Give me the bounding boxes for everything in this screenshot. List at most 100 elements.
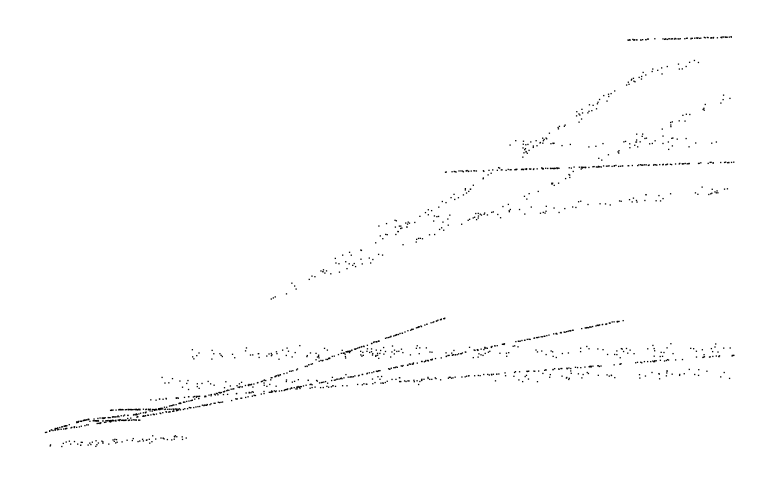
data-point — [572, 206, 574, 208]
data-point — [508, 352, 510, 354]
data-point — [464, 188, 467, 190]
data-point — [109, 409, 112, 412]
data-point — [168, 382, 170, 384]
data-point — [352, 264, 354, 267]
data-point — [416, 380, 418, 382]
data-point — [183, 401, 185, 403]
data-point — [478, 353, 480, 355]
data-point — [569, 176, 571, 179]
data-point — [139, 408, 141, 410]
data-point — [121, 408, 123, 411]
data-point — [449, 376, 451, 378]
data-point — [473, 349, 475, 351]
data-point — [348, 263, 350, 265]
data-point — [618, 150, 620, 152]
data-point — [518, 371, 521, 373]
data-point — [117, 415, 119, 417]
data-point — [236, 385, 238, 387]
data-point — [682, 114, 684, 117]
data-point — [431, 351, 433, 353]
data-point — [569, 143, 571, 146]
data-point — [499, 217, 502, 219]
data-point — [558, 167, 560, 169]
data-point — [530, 168, 532, 170]
data-point — [556, 167, 558, 170]
data-point — [208, 394, 210, 396]
data-point — [175, 404, 177, 406]
data-point — [666, 38, 668, 41]
data-point — [145, 439, 148, 441]
data-point — [293, 386, 295, 389]
data-point — [113, 416, 115, 418]
data-point — [400, 348, 403, 350]
data-point — [541, 137, 544, 139]
data-point — [580, 367, 582, 369]
data-point — [281, 349, 284, 351]
data-point — [597, 324, 599, 327]
data-point — [718, 355, 720, 358]
data-point — [214, 402, 216, 404]
data-point — [68, 423, 70, 426]
data-point — [86, 419, 88, 421]
data-point — [252, 354, 254, 356]
data-point — [142, 412, 145, 414]
data-point — [62, 442, 64, 445]
data-point — [522, 140, 525, 142]
data-point — [340, 352, 342, 354]
data-point — [330, 273, 332, 275]
data-point — [270, 352, 272, 355]
data-point — [586, 326, 588, 329]
data-point — [332, 385, 334, 387]
data-point — [703, 354, 705, 356]
data-point — [380, 382, 382, 384]
data-point — [638, 164, 640, 166]
data-point — [658, 194, 660, 197]
data-point — [632, 77, 635, 79]
data-point — [179, 380, 181, 382]
data-point — [168, 405, 171, 407]
data-point — [569, 330, 572, 332]
data-point — [707, 36, 709, 39]
data-point — [150, 414, 152, 416]
data-point — [569, 174, 571, 176]
data-point — [487, 373, 489, 376]
data-point — [402, 351, 404, 354]
data-point — [293, 380, 296, 383]
data-point — [306, 355, 308, 358]
data-point — [404, 331, 406, 333]
data-point — [194, 398, 196, 400]
data-point — [712, 37, 714, 39]
data-point — [176, 409, 179, 411]
data-point — [655, 200, 657, 202]
data-point — [352, 376, 355, 378]
data-point — [572, 329, 574, 331]
data-point — [123, 414, 126, 416]
data-point — [192, 356, 194, 358]
data-point — [653, 361, 655, 363]
data-point — [484, 352, 486, 355]
data-point — [720, 161, 722, 164]
data-point — [607, 165, 609, 167]
data-point — [271, 377, 273, 379]
data-point — [278, 374, 280, 377]
data-point — [613, 321, 615, 323]
data-point — [469, 188, 472, 190]
data-point — [702, 356, 704, 359]
data-point — [468, 190, 470, 193]
data-point — [248, 383, 250, 386]
data-point — [119, 408, 121, 411]
data-point — [361, 355, 363, 357]
data-point — [96, 422, 98, 425]
data-point — [607, 154, 610, 156]
data-point — [270, 391, 273, 393]
data-point — [694, 37, 696, 39]
data-point — [623, 141, 625, 143]
data-point — [542, 142, 544, 144]
data-point — [639, 377, 641, 379]
data-point — [652, 344, 654, 347]
data-point — [691, 37, 693, 39]
data-point — [706, 36, 708, 39]
data-point — [426, 323, 428, 325]
data-point — [341, 385, 344, 387]
data-point — [230, 388, 232, 390]
